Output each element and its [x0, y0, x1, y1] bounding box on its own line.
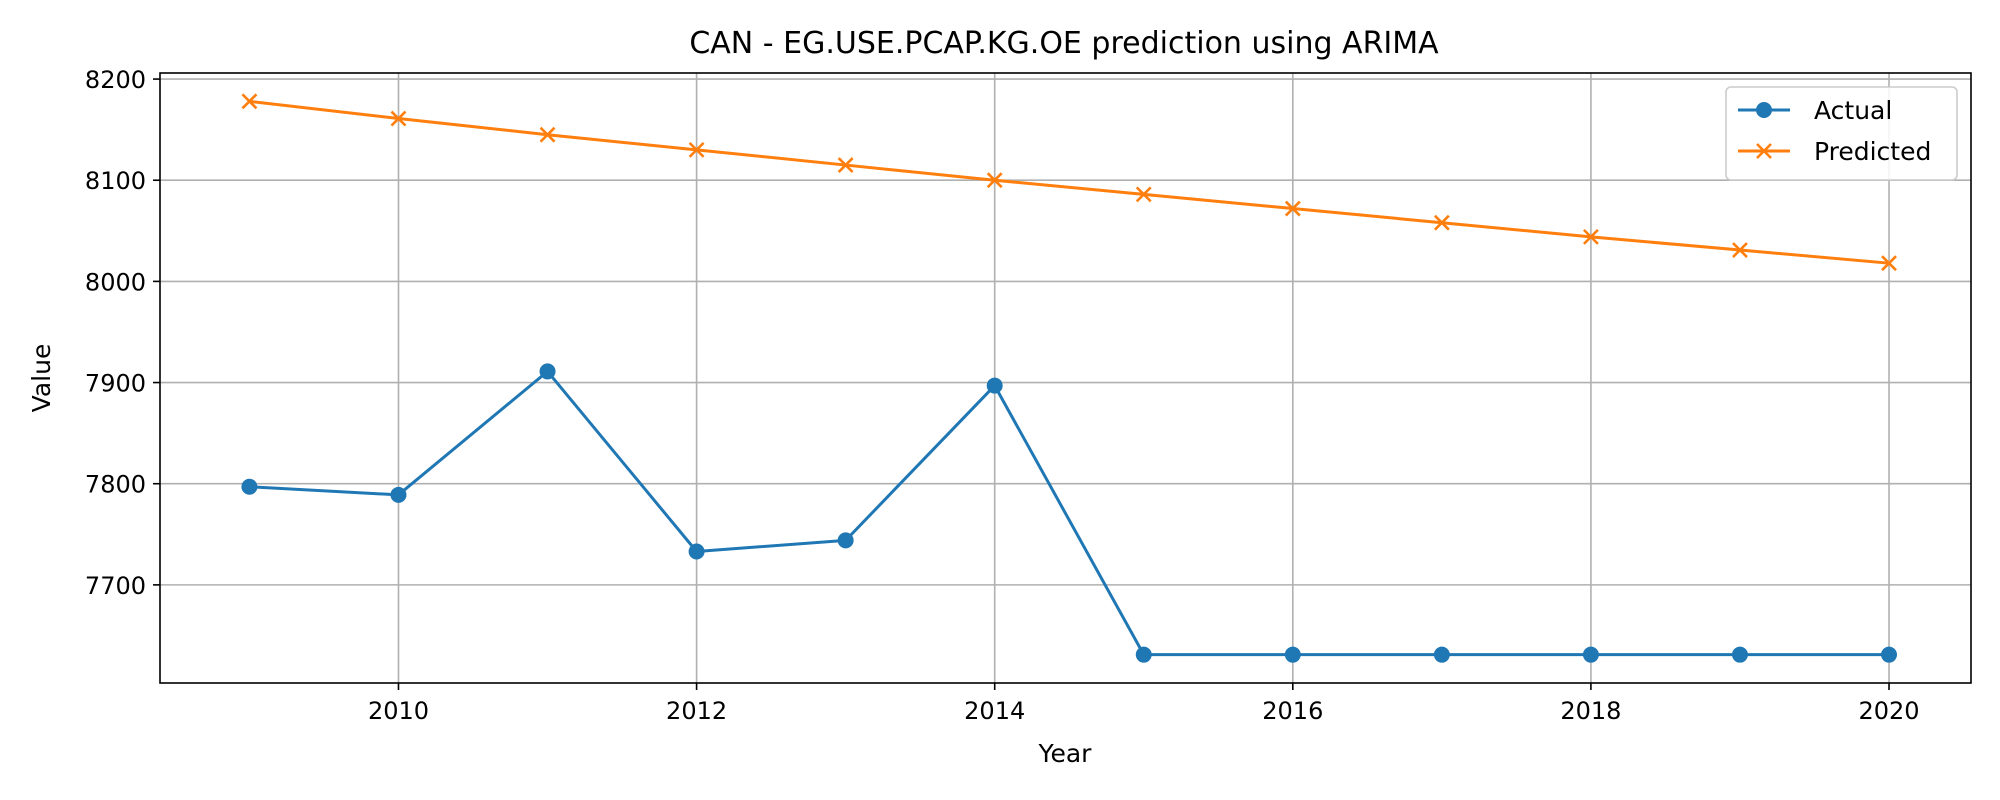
- data-point-actual: [688, 543, 705, 560]
- y-tick-label: 7900: [85, 370, 146, 398]
- data-point-actual: [837, 532, 854, 549]
- legend-entry-actual: Actual: [1738, 96, 1892, 125]
- data-point-actual: [241, 478, 258, 495]
- chart-title: CAN - EG.USE.PCAP.KG.OE prediction using…: [689, 26, 1439, 61]
- data-point-actual: [1433, 646, 1450, 663]
- y-axis-label: Value: [27, 344, 56, 413]
- data-point-predicted: [986, 172, 1003, 189]
- data-point-predicted: [1135, 186, 1152, 203]
- x-axis-label: Year: [1038, 739, 1093, 768]
- data-point-predicted: [1284, 200, 1301, 217]
- data-point-predicted: [1881, 255, 1897, 272]
- series-layer: [241, 93, 1898, 663]
- data-point-actual: [1284, 646, 1301, 663]
- x-tick-label: 2018: [1560, 697, 1621, 725]
- data-point-predicted: [1582, 228, 1599, 245]
- plot-frame: [159, 72, 1972, 684]
- data-point-actual: [1881, 646, 1898, 663]
- y-tick-label: 8200: [85, 66, 146, 94]
- legend-swatch-marker: [1756, 143, 1772, 159]
- x-tick-label: 2020: [1858, 697, 1919, 725]
- data-point-actual: [539, 363, 556, 380]
- data-point-actual: [390, 486, 407, 503]
- data-point-actual: [1731, 646, 1748, 663]
- axis-ticks: 2010 2012 2014 2016 2018 2020 7700 7800 7900 8000…: [85, 66, 1920, 725]
- x-tick-label: 2012: [666, 697, 727, 725]
- series-predicted: [241, 93, 1897, 272]
- data-point-predicted: [1732, 242, 1748, 258]
- grid-lines: [160, 73, 1971, 683]
- data-point-predicted: [837, 157, 854, 173]
- data-point-predicted: [390, 110, 407, 127]
- data-point-predicted: [539, 126, 556, 143]
- y-tick-label: 7700: [85, 572, 146, 600]
- series-actual: [241, 363, 1898, 663]
- data-point-actual: [1582, 646, 1599, 663]
- data-point-predicted: [1433, 214, 1450, 231]
- series-line-predicted: [249, 99, 1890, 265]
- x-tick-label: 2010: [368, 697, 429, 725]
- data-point-actual: [1135, 646, 1152, 663]
- legend-label: Actual: [1814, 96, 1892, 125]
- x-tick-label: 2014: [964, 697, 1025, 725]
- y-tick-label: 8100: [85, 167, 146, 195]
- series-line-actual: [249, 369, 1890, 657]
- legend-entries: Actual Predicted: [1738, 96, 1931, 166]
- data-point-predicted: [241, 93, 258, 110]
- legend-entry-predicted: Predicted: [1738, 137, 1931, 166]
- legend-label: Predicted: [1814, 137, 1931, 166]
- legend: Actual Predicted: [1725, 86, 1958, 181]
- x-tick-label: 2016: [1262, 697, 1323, 725]
- legend-swatch-marker: [1756, 102, 1772, 118]
- y-tick-label: 7800: [85, 471, 146, 499]
- data-point-predicted: [688, 141, 705, 158]
- data-point-actual: [986, 377, 1003, 394]
- y-tick-label: 8000: [85, 268, 146, 296]
